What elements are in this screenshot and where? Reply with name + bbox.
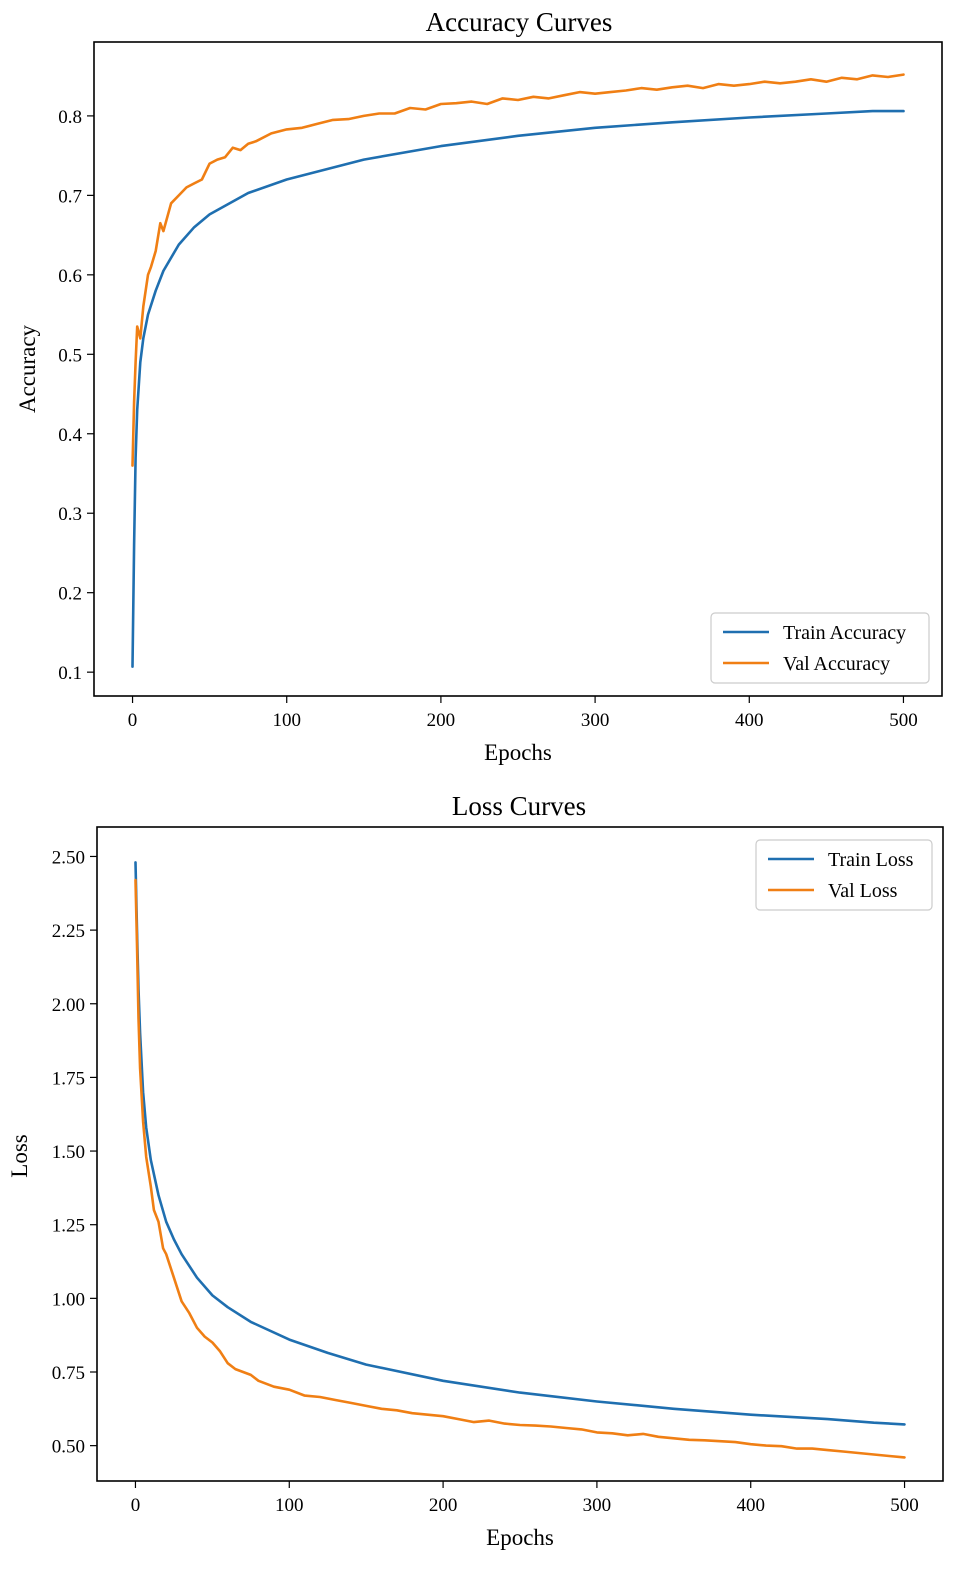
accuracy-x-tick-label: 100: [272, 710, 301, 731]
loss-legend-box: [755, 839, 933, 911]
accuracy-series: [131, 73, 905, 668]
accuracy-legend-box: [710, 612, 930, 684]
train-loss-line: [134, 861, 906, 1426]
accuracy-chart-title: Accuracy Curves: [426, 7, 613, 37]
loss-y-tick-label: 0.50: [52, 1437, 85, 1458]
loss-y-tick-label: 2.00: [52, 995, 85, 1016]
loss-y-tick-label: 1.00: [52, 1289, 85, 1310]
loss-ticks: 0 100 200 300 400 500 0.50 0.75 1.00 1.25 1.50 1.75…: [52, 847, 919, 1516]
accuracy-x-tick-label: 400: [735, 710, 764, 731]
accuracy-y-tick-label: 0.2: [58, 584, 82, 605]
val-loss-line: [134, 878, 906, 1459]
legend-val-loss-label: Val Loss: [828, 880, 898, 902]
accuracy-y-tick-label: 0.6: [58, 266, 82, 287]
loss-legend: Train Loss Val Loss: [755, 839, 933, 911]
loss-x-tick-label: 200: [429, 1495, 458, 1516]
loss-y-tick-label: 1.50: [52, 1142, 85, 1163]
accuracy-y-axis-label: Accuracy: [15, 324, 40, 413]
loss-y-tick-label: 2.50: [52, 847, 85, 868]
loss-x-tick-label: 100: [275, 1495, 304, 1516]
accuracy-chart: Accuracy Curves 0 100 200 300 400 500 0.1 0.2 0.…: [15, 7, 943, 765]
loss-y-tick-label: 2.25: [52, 921, 85, 942]
legend-val-accuracy-label: Val Accuracy: [783, 653, 890, 675]
loss-x-tick-label: 500: [890, 1495, 919, 1516]
loss-x-axis-label: Epochs: [486, 1525, 554, 1550]
accuracy-legend: Train Accuracy Val Accuracy: [710, 612, 930, 684]
loss-y-tick-label: 1.25: [52, 1216, 85, 1237]
loss-plot-frame: [96, 826, 944, 1482]
accuracy-x-tick-label: 0: [128, 710, 138, 731]
accuracy-y-tick-label: 0.3: [58, 504, 82, 525]
train-accuracy-line: [131, 109, 905, 668]
loss-x-tick-label: 0: [131, 1495, 141, 1516]
accuracy-y-tick-label: 0.7: [58, 186, 82, 207]
accuracy-plot-frame: [93, 41, 943, 697]
loss-y-axis-label: Loss: [7, 1134, 32, 1178]
loss-x-tick-label: 300: [583, 1495, 612, 1516]
legend-train-accuracy-label: Train Accuracy: [783, 622, 906, 644]
loss-chart: Loss Curves 0 100 200 300 400 500 0.50 0.75 1.00…: [7, 791, 944, 1550]
legend-train-loss-label: Train Loss: [828, 849, 914, 871]
loss-x-tick-label: 400: [736, 1495, 765, 1516]
accuracy-x-axis-label: Epochs: [484, 740, 552, 765]
accuracy-y-tick-label: 0.1: [58, 663, 82, 684]
loss-series: [134, 861, 906, 1459]
loss-chart-title: Loss Curves: [452, 791, 586, 821]
loss-y-tick-label: 1.75: [52, 1068, 85, 1089]
accuracy-y-tick-label: 0.5: [58, 345, 82, 366]
accuracy-x-tick-label: 200: [427, 710, 456, 731]
accuracy-x-tick-label: 500: [889, 710, 918, 731]
accuracy-y-tick-label: 0.4: [58, 425, 82, 446]
accuracy-y-tick-label: 0.8: [58, 107, 82, 128]
loss-y-tick-label: 0.75: [52, 1363, 85, 1384]
accuracy-ticks: 0 100 200 300 400 500 0.1 0.2 0.3 0.4 0.5 0.6 0.7 0.8: [58, 107, 917, 731]
val-accuracy-line: [131, 73, 905, 467]
accuracy-x-tick-label: 300: [581, 710, 610, 731]
